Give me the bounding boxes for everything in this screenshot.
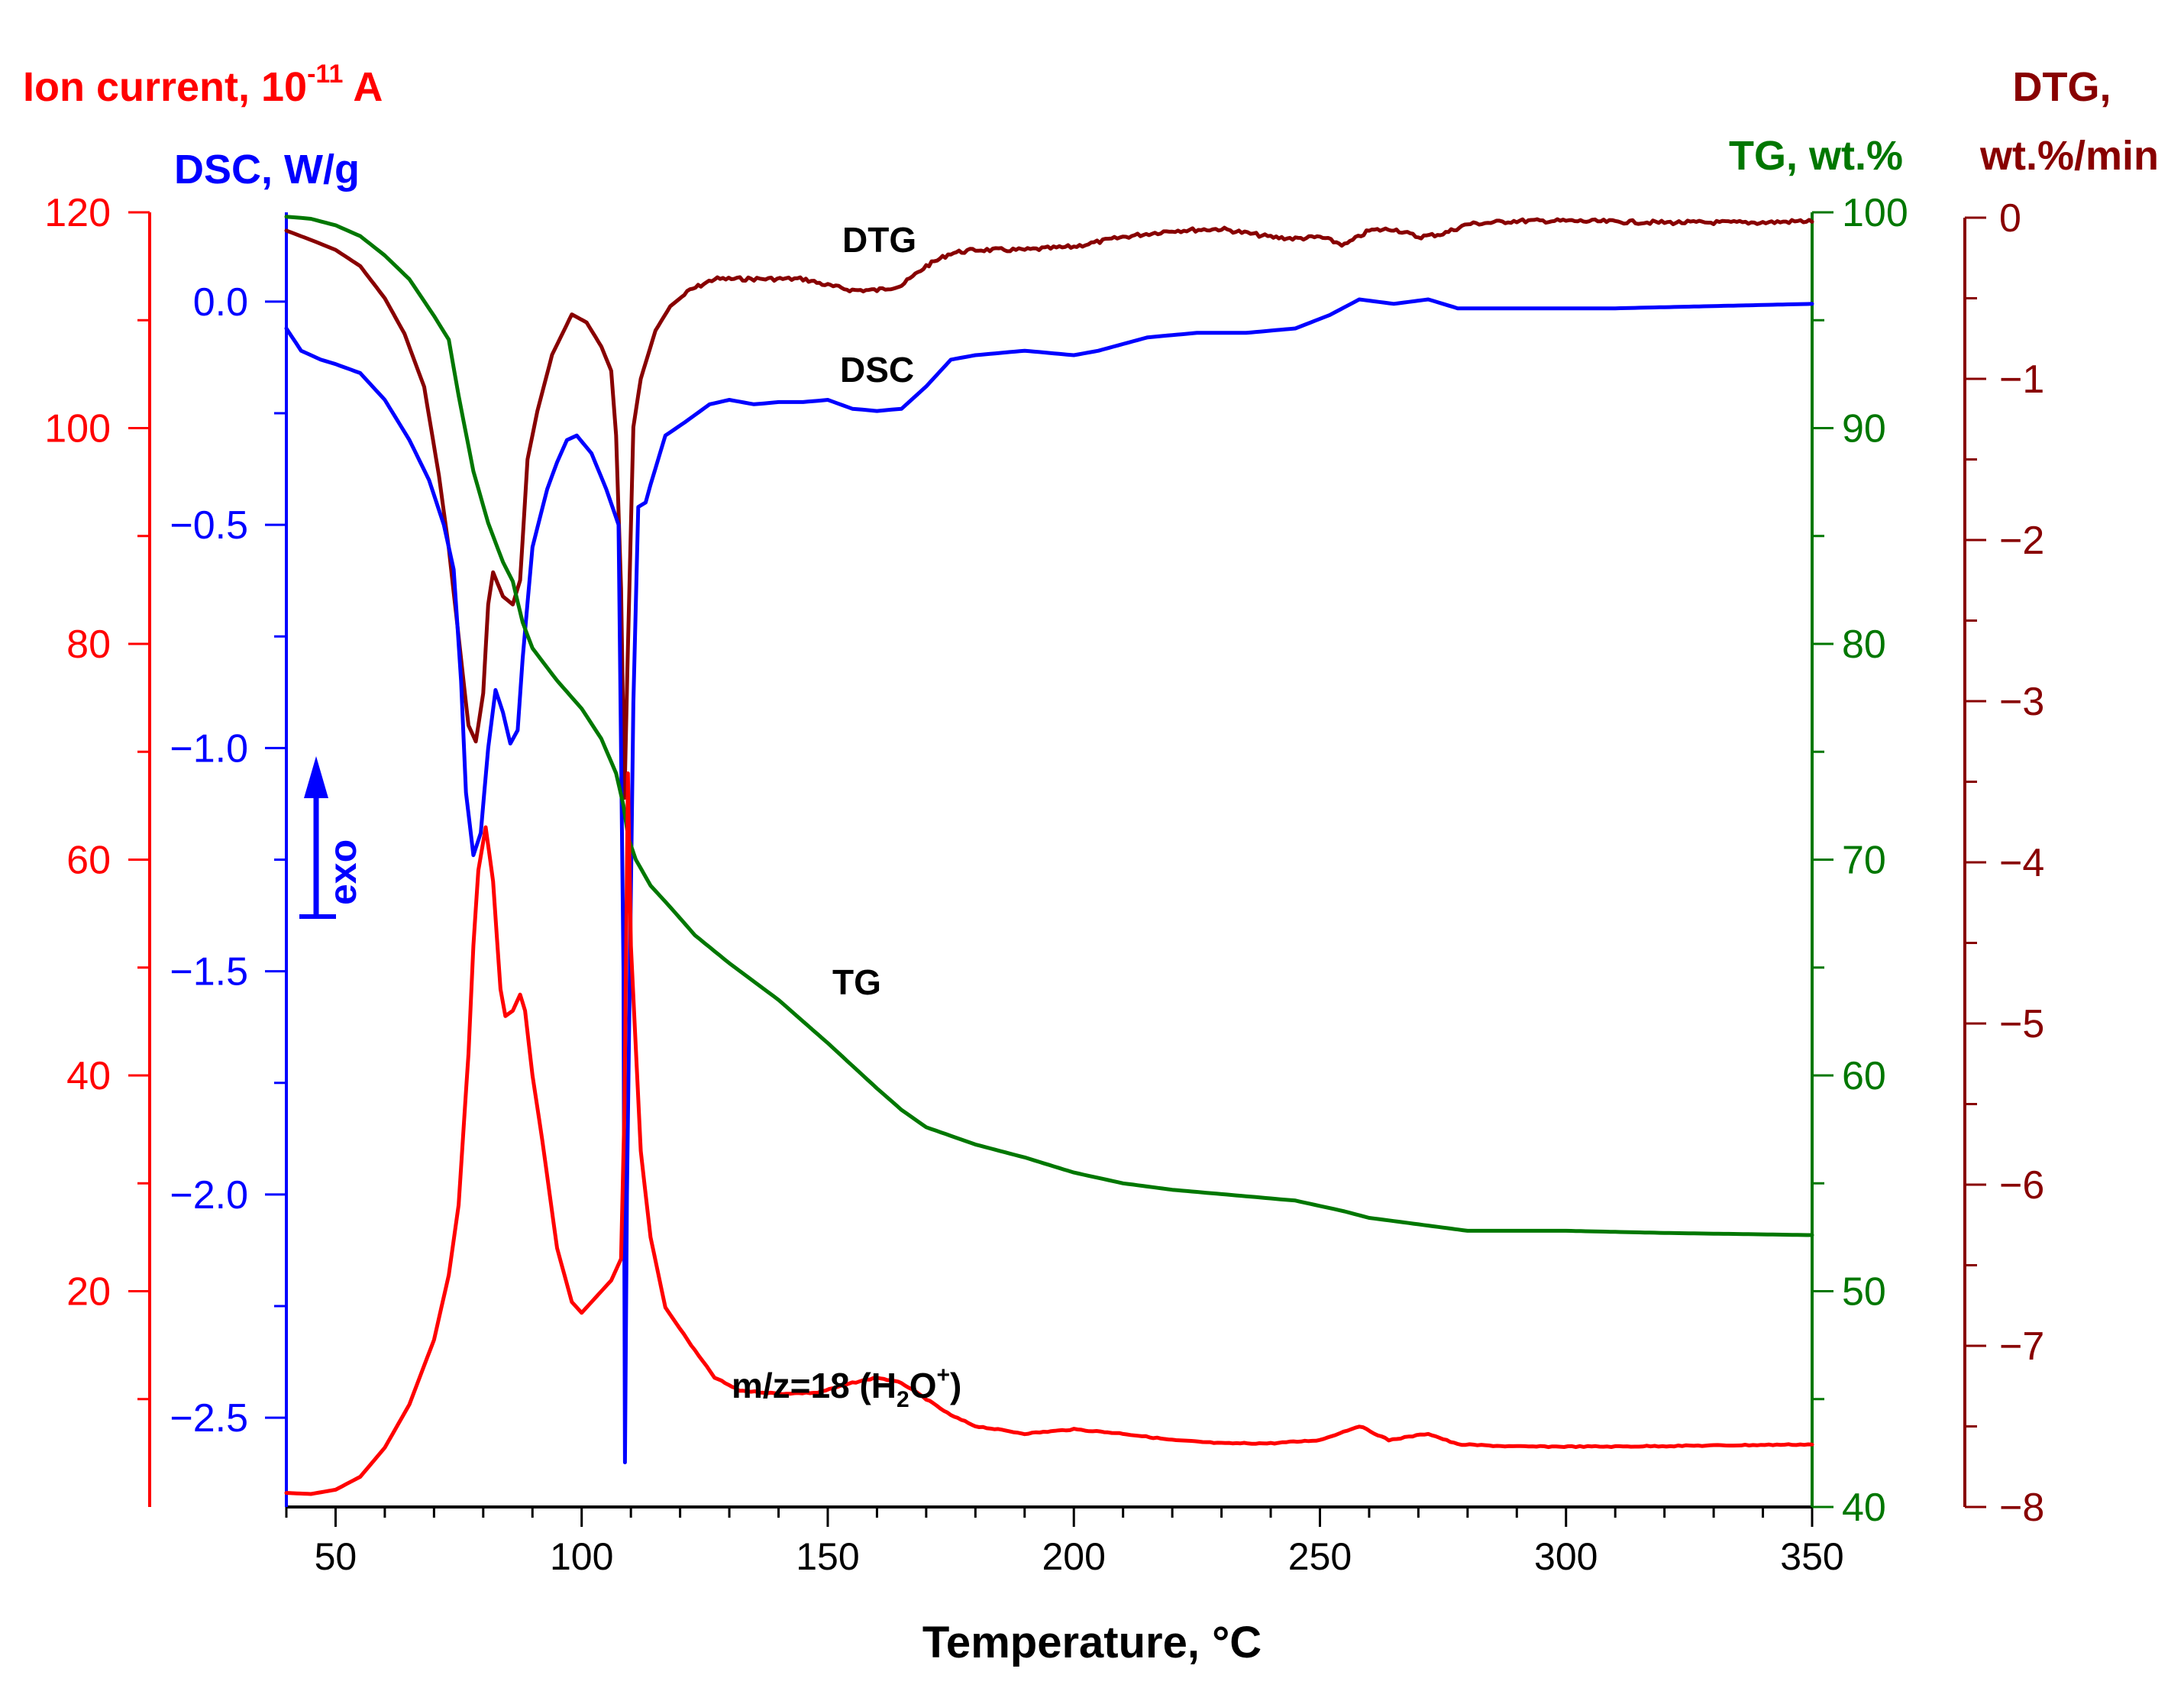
ion-axis-title-tail: A — [343, 64, 383, 110]
dtg-tick-label: 0 — [1999, 196, 2021, 241]
dtg-axis-title-line1: DTG, — [2013, 64, 2111, 110]
ion-tick-label: 40 — [66, 1054, 111, 1098]
annotation-ion: m/z=18 (H2O+) — [732, 1363, 961, 1412]
tg-tick-label: 50 — [1842, 1270, 1886, 1315]
dtg-tick-label: −8 — [1999, 1486, 2044, 1530]
ion-tick-label: 60 — [66, 839, 111, 883]
x-tick-label: 200 — [1042, 1535, 1106, 1578]
ion-tick-label: 100 — [44, 407, 111, 451]
dtg-tick-label: −4 — [1999, 841, 2044, 885]
series-line-dtg — [284, 217, 1814, 800]
dtg-tick-label: −1 — [1999, 357, 2044, 402]
dtg-tick-label: −5 — [1999, 1002, 2044, 1046]
annotation-ion-sub: 2 — [897, 1387, 909, 1412]
tg-tick-label: 100 — [1842, 191, 1908, 235]
x-tick-label: 250 — [1288, 1535, 1352, 1578]
exo-label: exo — [321, 839, 364, 905]
exo-arrow-head — [304, 756, 328, 798]
series-layer — [284, 215, 1814, 1496]
dsc-tick-label: −2.0 — [170, 1173, 248, 1217]
dtg-tick-label: −6 — [1999, 1163, 2044, 1208]
axes-layer: 50 100 150 200 250 300 350204060801001200.0−0.… — [44, 191, 2044, 1578]
dtg-tick-label: −3 — [1999, 680, 2044, 724]
ion-tick-label: 80 — [66, 622, 111, 667]
dsc-tick-label: −2.5 — [170, 1396, 248, 1441]
x-tick-label: 100 — [550, 1535, 613, 1578]
label-layer: Ion current, 10-11 A DSC, W/g TG, wt.% D… — [23, 60, 2159, 1667]
dsc-tick-label: −0.5 — [170, 503, 248, 548]
dsc-tick-label: −1.5 — [170, 950, 248, 994]
x-tick-label: 300 — [1534, 1535, 1598, 1578]
annotation-ion-mid: O — [909, 1366, 937, 1405]
dtg-tick-label: −2 — [1999, 519, 2044, 563]
annotation-ion-sup: + — [937, 1363, 951, 1388]
tg-tick-label: 40 — [1842, 1486, 1886, 1530]
x-tick-label: 350 — [1780, 1535, 1843, 1578]
dtg-tick-label: −7 — [1999, 1324, 2044, 1369]
series-line-tg — [284, 215, 1814, 1237]
tg-tick-label: 90 — [1842, 407, 1886, 451]
dsc-axis-title: DSC, W/g — [174, 147, 360, 192]
x-tick-label: 50 — [315, 1535, 357, 1578]
series-line-dsc — [284, 297, 1814, 1465]
ion-axis-title: Ion current, 10-11 A — [23, 60, 383, 110]
series-line-ion — [284, 771, 1814, 1496]
ion-tick-label: 120 — [44, 191, 111, 235]
x-axis-title: Temperature, °C — [922, 1618, 1262, 1667]
x-tick-label: 150 — [796, 1535, 859, 1578]
dsc-tick-label: 0.0 — [193, 280, 248, 325]
annotation-dsc: DSC — [840, 350, 914, 390]
tg-tick-label: 80 — [1842, 622, 1886, 667]
tg-axis-title: TG, wt.% — [1729, 133, 1903, 179]
annotation-tg: TG — [832, 962, 881, 1002]
ion-tick-label: 20 — [66, 1270, 111, 1315]
tg-tick-label: 60 — [1842, 1054, 1886, 1098]
dtg-axis-title-line2: wt.%/min — [1979, 133, 2159, 179]
annotation-dtg: DTG — [842, 220, 916, 260]
ion-axis-title-sup: -11 — [307, 60, 343, 89]
tg-tick-label: 70 — [1842, 839, 1886, 883]
annotation-ion-tail: ) — [950, 1366, 961, 1405]
dsc-tick-label: −1.0 — [170, 726, 248, 771]
